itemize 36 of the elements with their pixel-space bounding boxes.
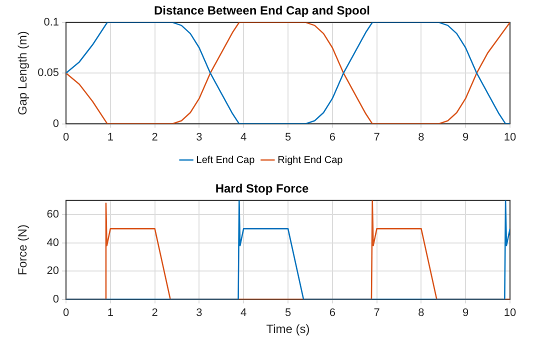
x-tick-label: 5 <box>284 131 292 144</box>
x-tick-label: 1 <box>107 131 114 144</box>
y-tick-label: 0 <box>52 293 59 306</box>
legend-label: Right End Cap <box>278 154 344 166</box>
y-tick-label: 40 <box>46 236 59 249</box>
x-tick-label: 7 <box>374 307 380 320</box>
x-tick-label: 6 <box>329 131 336 144</box>
x-tick-label: 3 <box>196 131 202 144</box>
x-tick-label: 10 <box>504 307 516 320</box>
legend-label: Left End Cap <box>196 154 256 166</box>
x-tick-label: 9 <box>462 131 469 144</box>
x-tick-label: 7 <box>374 131 380 144</box>
y-tick-label: 0.05 <box>38 67 59 80</box>
x-tick-label: 4 <box>240 131 247 144</box>
x-tick-label: 5 <box>284 307 292 320</box>
x-tick-label: 9 <box>462 307 469 320</box>
x-tick-label: 2 <box>152 307 158 320</box>
x-tick-label: 6 <box>329 307 336 320</box>
x-tick-label: 1 <box>107 307 114 320</box>
y-tick-label: 60 <box>46 208 59 221</box>
y-tick-label: 0.1 <box>44 16 59 28</box>
x-tick-label: 10 <box>504 131 516 144</box>
chart-title: Hard Stop Force <box>215 182 309 196</box>
x-tick-label: 8 <box>418 307 424 320</box>
y-axis-title: Force (N) <box>16 224 30 276</box>
x-tick-label: 4 <box>240 307 247 320</box>
chart-title: Distance Between End Cap and Spool <box>154 4 370 18</box>
x-tick-label: 0 <box>62 307 70 320</box>
y-tick-label: 20 <box>46 265 59 278</box>
x-axis-title: Time (s) <box>266 322 310 336</box>
x-tick-label: 3 <box>196 307 202 320</box>
x-tick-label: 0 <box>62 131 70 144</box>
x-tick-label: 2 <box>152 131 158 144</box>
y-axis-title: Gap Length (m) <box>16 31 30 116</box>
y-tick-label: 0 <box>52 118 59 130</box>
x-tick-label: 8 <box>418 131 424 144</box>
